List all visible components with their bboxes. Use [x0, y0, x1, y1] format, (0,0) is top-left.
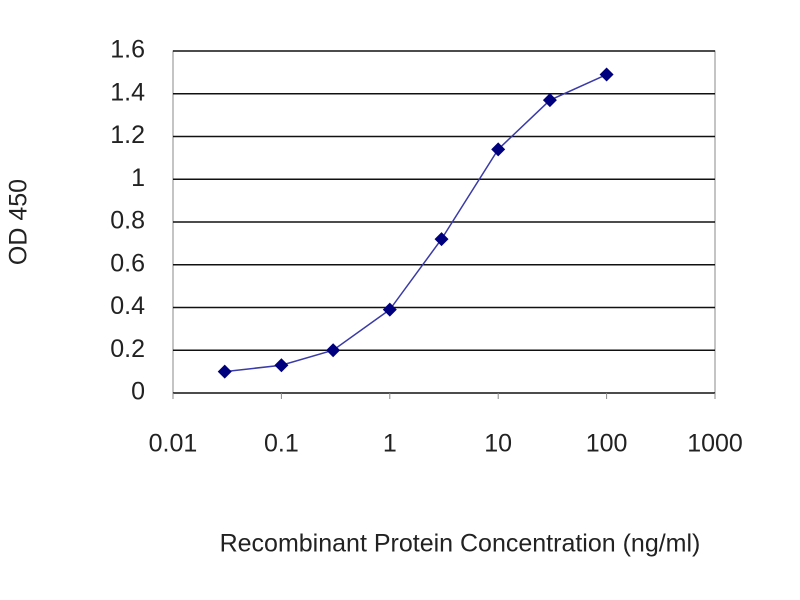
- marker: [434, 232, 449, 247]
- marker: [542, 93, 557, 108]
- marker: [326, 343, 341, 358]
- y-tick-label: 0.4: [110, 292, 145, 320]
- marker: [217, 364, 232, 379]
- y-tick-label: 1.2: [110, 121, 145, 149]
- x-tick-label: 0.1: [264, 430, 299, 458]
- x-axis-title: Recombinant Protein Concentration (ng/ml…: [220, 530, 701, 558]
- x-tick-label: 1: [383, 430, 397, 458]
- y-tick-label: 1: [131, 164, 145, 192]
- y-tick-label: 0: [131, 378, 145, 406]
- marker: [599, 67, 614, 82]
- x-tick-label: 1000: [687, 430, 743, 458]
- x-tick-label: 10: [484, 430, 512, 458]
- marker: [491, 142, 506, 157]
- y-tick-label: 1.4: [110, 78, 145, 106]
- y-tick-label: 0.8: [110, 207, 145, 235]
- x-tick-label: 0.01: [149, 430, 198, 458]
- line: [224, 73, 607, 373]
- x-tick-label: 100: [586, 430, 628, 458]
- marker: [382, 302, 397, 317]
- y-tick-label: 1.6: [110, 36, 145, 64]
- marker: [274, 358, 289, 373]
- y-tick-label: 0.6: [110, 249, 145, 277]
- y-tick-label: 0.2: [110, 335, 145, 363]
- y-axis-title: OD 450: [5, 179, 33, 265]
